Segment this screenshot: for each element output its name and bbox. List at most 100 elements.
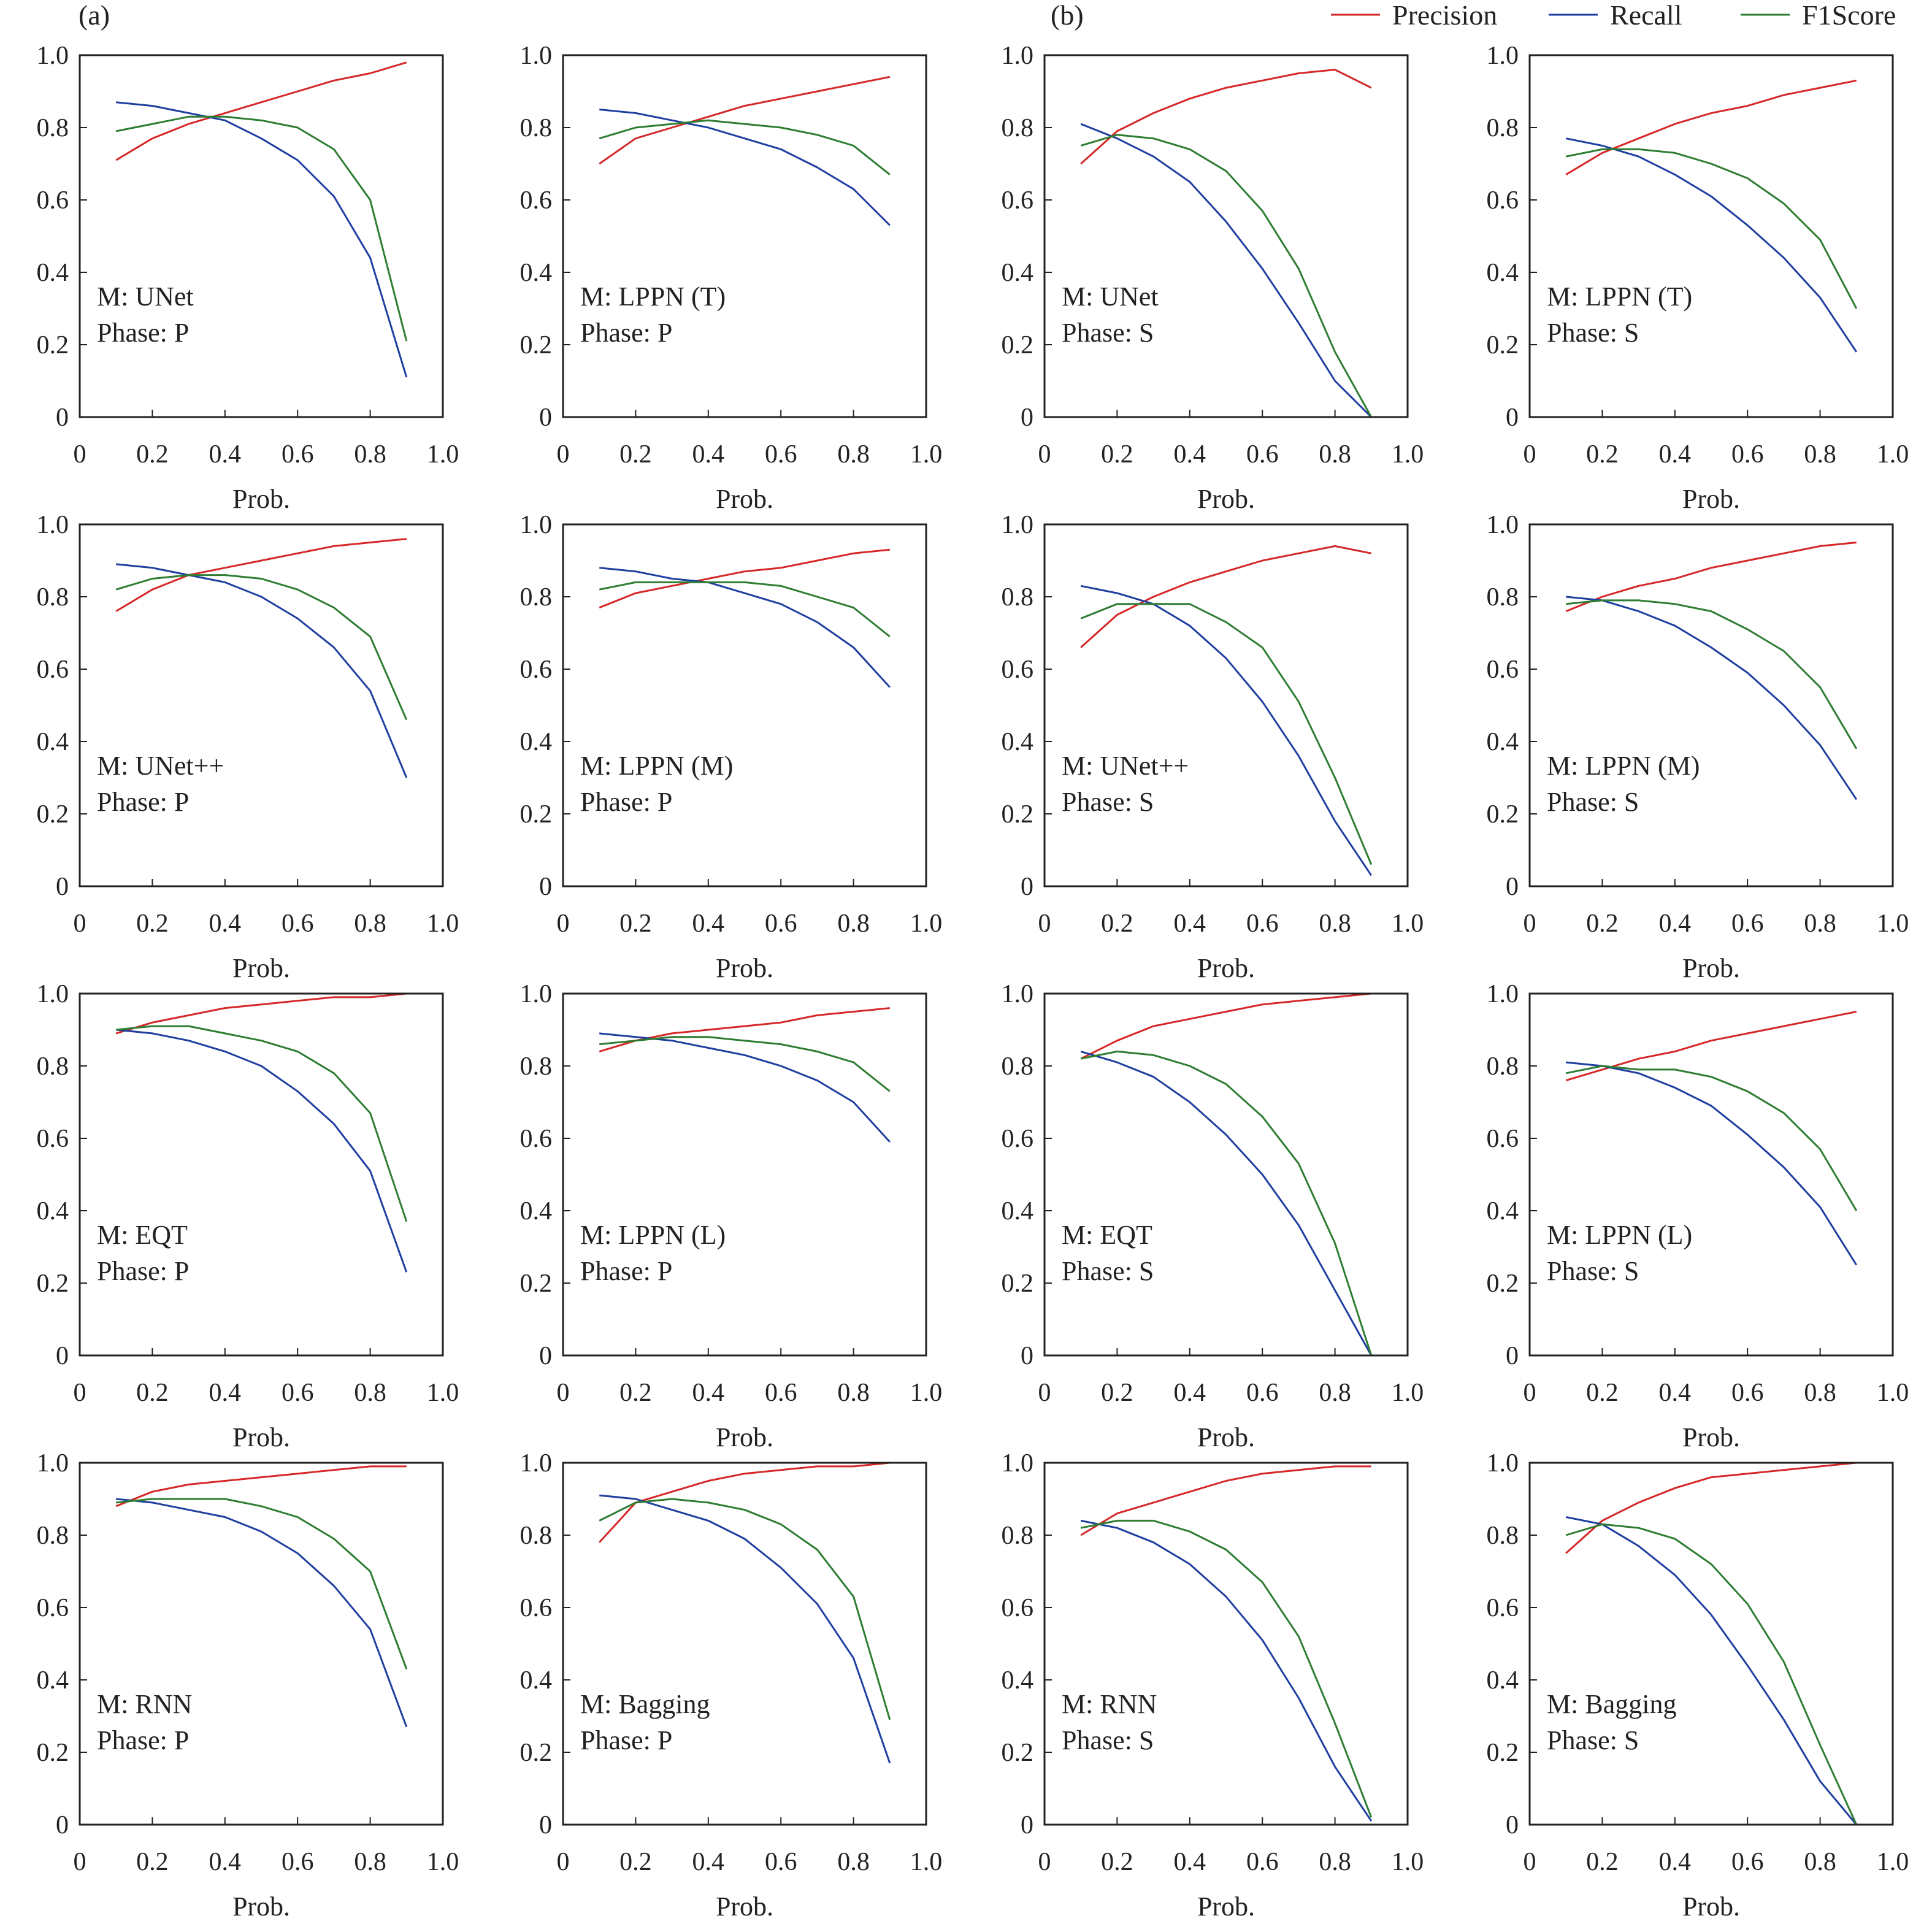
y-tick-label: 0 [56, 873, 69, 901]
x-tick-label: 0.8 [1319, 1848, 1351, 1876]
series-line-precision [1080, 992, 1371, 1060]
y-tick-label: 0.6 [1487, 656, 1519, 684]
series-line-recall [599, 567, 891, 688]
x-tick-label: 0.6 [282, 1848, 314, 1876]
plot-frame [1528, 54, 1894, 418]
phase-annotation: Phase: P [580, 787, 672, 817]
x-tick-label: 0.6 [1246, 1379, 1279, 1407]
y-tick-label: 0.2 [37, 331, 69, 359]
subplot-16: 0 0.2 0.4 0.6 0.8 1.0 0 0.2 0.4 0.6 0.8 1.0 M: Baggi… [1487, 1449, 1909, 1922]
series-line-f1score [115, 574, 408, 721]
model-annotation: M: UNet++ [1062, 751, 1189, 781]
x-tick-label: 1.0 [910, 910, 943, 938]
x-tick-label: 0.6 [1731, 1379, 1764, 1407]
phase-annotation: Phase: S [1062, 787, 1154, 817]
model-annotation: M: UNet++ [97, 751, 224, 781]
x-tick-label: 1.0 [1392, 1379, 1424, 1407]
y-tick-label: 0.2 [520, 331, 553, 359]
y-tick-label: 1.0 [1487, 511, 1519, 539]
y-tick-label: 0.4 [520, 728, 553, 756]
x-axis-label: Prob. [1197, 1422, 1255, 1452]
series-line-precision [1565, 1011, 1857, 1082]
y-tick-label: 0.2 [37, 800, 69, 829]
y-tick-label: 0.8 [1487, 583, 1519, 611]
model-annotation: M: EQT [97, 1220, 188, 1250]
y-tick-label: 1.0 [37, 42, 69, 70]
model-annotation: M: EQT [1062, 1220, 1152, 1250]
x-tick-label: 0.2 [1101, 1848, 1133, 1876]
x-tick-label: 0.6 [282, 440, 314, 469]
y-tick-label: 0.4 [1002, 728, 1034, 756]
panel-tag-b: (b) [1051, 0, 1084, 31]
x-tick-label: 0.2 [1101, 1379, 1133, 1407]
series-line-f1score [1080, 1050, 1373, 1356]
series-line-precision [599, 1462, 890, 1543]
phase-annotation: Phase: S [1062, 318, 1154, 348]
y-tick-label: 1.0 [1002, 511, 1034, 539]
subplot-10: 0 0.2 0.4 0.6 0.8 1.0 0 0.2 0.4 0.6 0.8 1.0 M: LPPN … [520, 980, 943, 1452]
x-axis-label: Prob. [1197, 953, 1255, 983]
x-tick-label: 0.6 [1246, 440, 1279, 469]
plot-frame [79, 523, 444, 887]
y-tick-label: 0.4 [1002, 1666, 1034, 1695]
y-tick-label: 0.8 [37, 1522, 69, 1550]
y-tick-label: 0.6 [1002, 1125, 1034, 1153]
series-line-f1score [1565, 148, 1858, 309]
x-tick-label: 0.2 [136, 440, 169, 469]
series-line-f1score [1080, 603, 1373, 865]
series-line-precision [1565, 1462, 1857, 1554]
x-tick-label: 0 [74, 910, 86, 938]
x-tick-label: 0.4 [209, 1848, 242, 1876]
y-tick-label: 0.4 [1487, 728, 1519, 756]
x-axis-label: Prob. [232, 484, 290, 514]
series-line-precision [599, 548, 890, 609]
y-tick-label: 0.8 [37, 114, 69, 142]
series-line-f1score [1566, 599, 1858, 749]
plot-frame [562, 54, 927, 418]
x-tick-label: 0.6 [282, 910, 314, 938]
phase-annotation: Phase: P [97, 318, 189, 348]
plot-frame [562, 1462, 927, 1826]
plot-frame [1043, 1462, 1409, 1826]
x-tick-label: 1.0 [427, 1379, 459, 1407]
y-tick-label: 0.8 [1487, 114, 1519, 142]
y-tick-label: 0.2 [1002, 331, 1034, 359]
x-tick-label: 0.2 [619, 910, 652, 938]
phase-annotation: Phase: P [97, 1256, 189, 1286]
x-tick-label: 1.0 [910, 1848, 943, 1876]
y-tick-label: 1.0 [1487, 1449, 1519, 1477]
plot-frame [1528, 992, 1894, 1357]
y-tick-label: 0 [1506, 873, 1519, 901]
y-tick-label: 0.2 [1002, 800, 1034, 829]
x-tick-label: 0 [1524, 440, 1536, 469]
series-line-precision [599, 1007, 890, 1052]
plot-frame [1043, 992, 1409, 1357]
legend-f1score-label: F1Score [1802, 0, 1896, 31]
model-annotation: M: LPPN (L) [580, 1220, 726, 1250]
x-tick-label: 0.2 [619, 1379, 652, 1407]
y-tick-label: 0.2 [1002, 1739, 1034, 1767]
y-tick-label: 0.8 [1002, 1522, 1034, 1550]
y-tick-label: 0.6 [1487, 1125, 1519, 1153]
series-line-precision [115, 538, 407, 612]
phase-annotation: Phase: P [580, 1256, 672, 1286]
x-tick-label: 0.2 [136, 910, 169, 938]
x-tick-label: 0 [557, 440, 570, 469]
y-tick-label: 0.2 [520, 800, 553, 829]
x-tick-label: 0.4 [1174, 910, 1206, 938]
series-line-recall [116, 1498, 408, 1728]
x-axis-label: Prob. [1197, 484, 1255, 514]
y-tick-label: 0.2 [37, 1739, 69, 1767]
x-axis-label: Prob. [1682, 953, 1740, 983]
x-tick-label: 0.4 [209, 440, 242, 469]
x-tick-label: 0.8 [1319, 910, 1351, 938]
x-axis-label: Prob. [716, 1422, 773, 1452]
y-tick-label: 0.4 [37, 259, 69, 287]
x-tick-label: 0.8 [354, 910, 386, 938]
x-tick-label: 0 [1038, 440, 1051, 469]
phase-annotation: Phase: P [97, 1725, 189, 1755]
plot-frame [1528, 523, 1894, 887]
series-line-recall [1566, 596, 1858, 800]
x-axis-label: Prob. [716, 953, 773, 983]
